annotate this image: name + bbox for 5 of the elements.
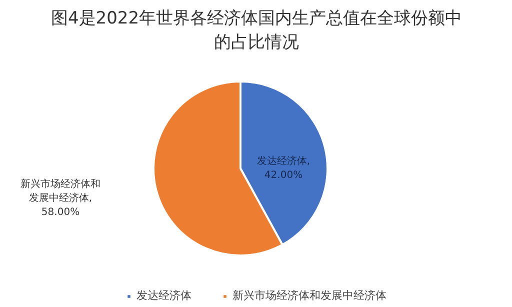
- chart-title: 图4是2022年世界各经济体国内生产总值在全球份额中的占比情况: [50, 8, 462, 52]
- data-label: 发达经济体, 42.00%: [256, 155, 310, 181]
- legend-label: 新兴市场经济体和发展中经济体: [232, 288, 386, 303]
- legend-label: 发达经济体: [136, 288, 192, 303]
- data-label: 新兴市场经济体和发展中经济体, 58.00%: [20, 178, 100, 218]
